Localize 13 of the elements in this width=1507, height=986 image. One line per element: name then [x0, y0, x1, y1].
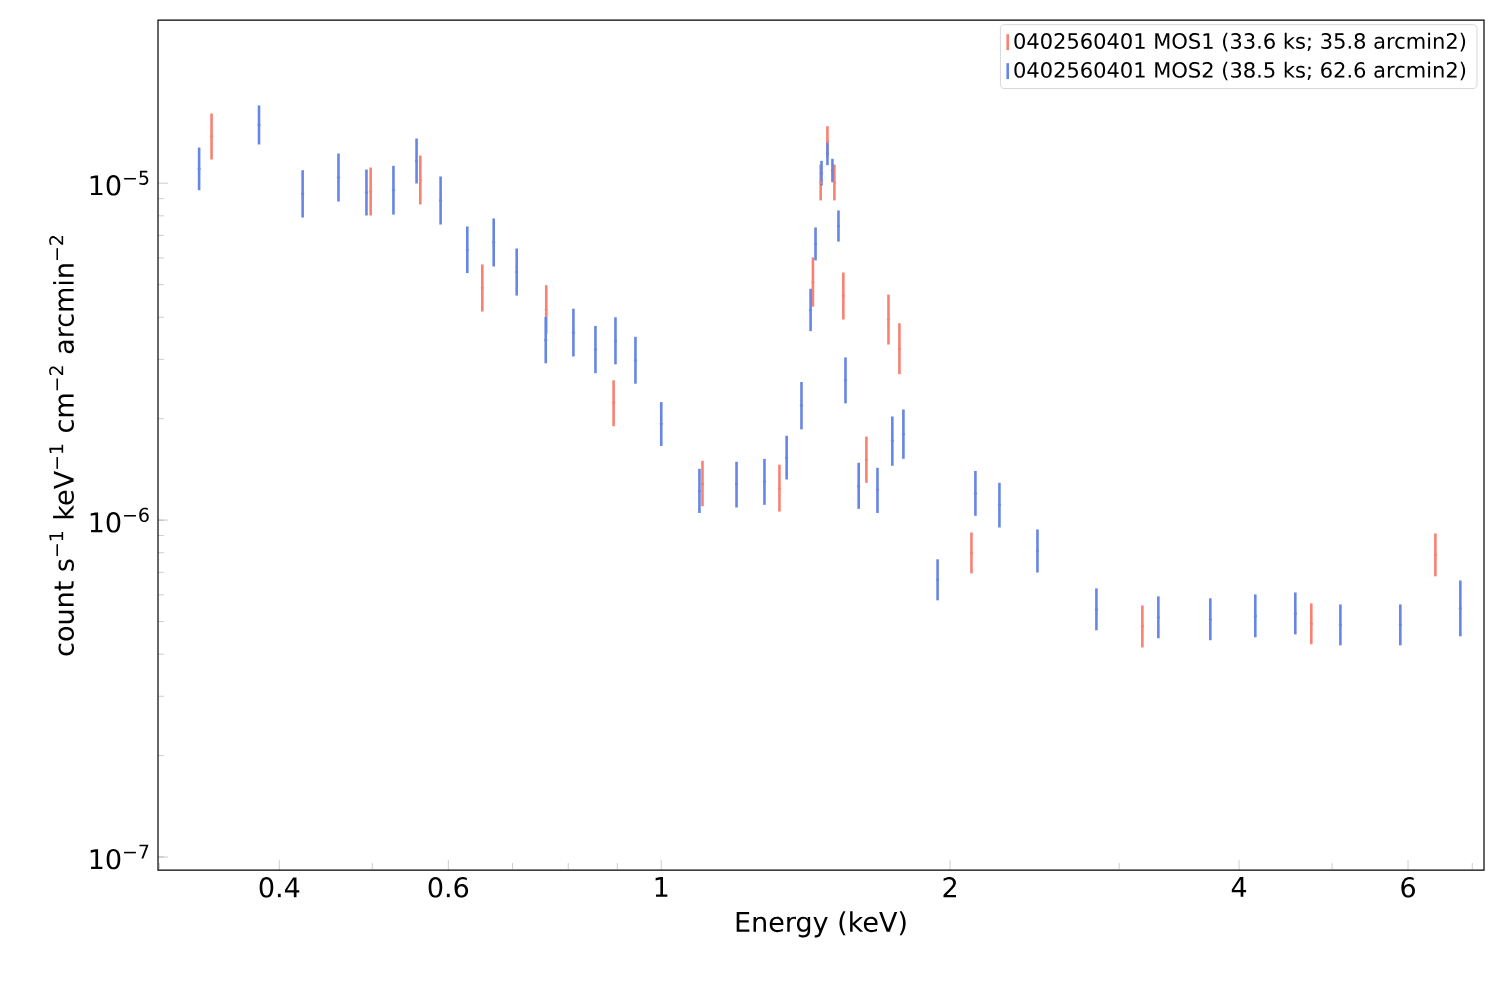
y-tick-label: 10$^{−5}$ — [90, 170, 149, 196]
x-tick-label: 1 — [655, 877, 668, 897]
y-tick-label: 10$^{−7}$ — [90, 844, 149, 870]
legend-label: 0402560401 MOS1 (33.6 ks; 35.8 arcmin2) — [1014, 32, 1466, 52]
x-tick-label: 4 — [1231, 877, 1247, 897]
y-tick-label: 10$^{−6}$ — [90, 507, 149, 533]
x-tick-label: 0.4 — [259, 877, 300, 898]
x-axis-title: Energy (keV) — [736, 911, 906, 938]
x-tick-label: 0.6 — [428, 877, 469, 898]
y-axis-title: count s$^{−1}$ keV$^{−1}$ cm$^{−2}$ arcmin$^{−2}$ — [49, 236, 74, 656]
x-tick-label: 2 — [943, 877, 957, 898]
x-tick-label: 6 — [1401, 877, 1415, 898]
legend-label: 0402560401 MOS2 (38.5 ks; 62.6 arcmin2) — [1014, 61, 1466, 81]
